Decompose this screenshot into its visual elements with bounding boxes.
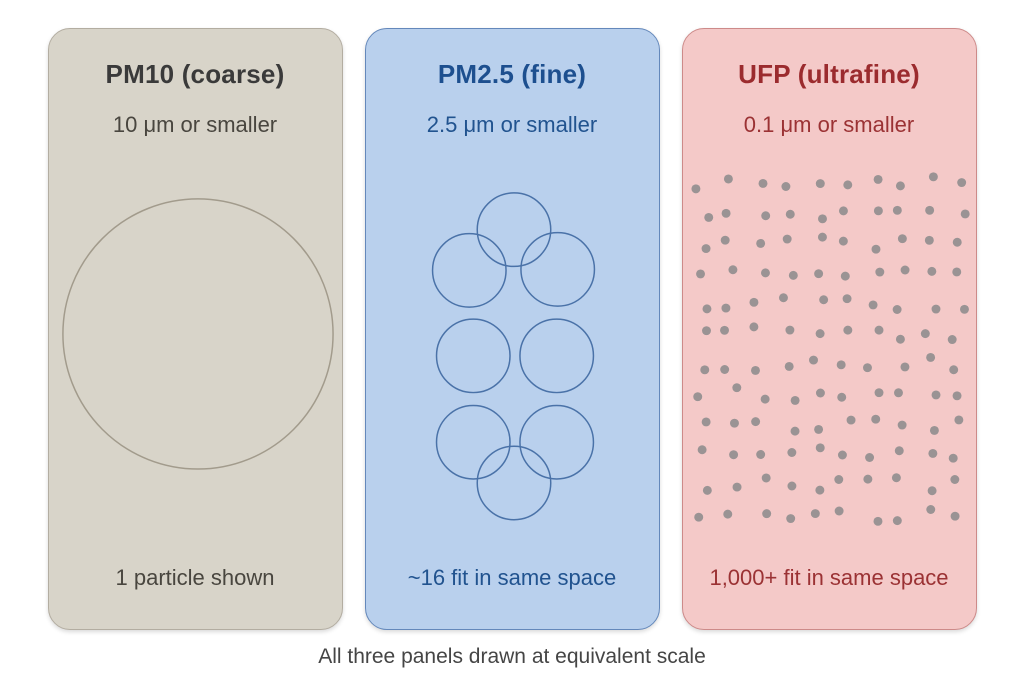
pm25-subtitle: 2.5 μm or smaller [426, 112, 598, 137]
panel-ufp: UFP (ultrafine) 0.1 μm or smaller 1,000+… [681, 28, 977, 630]
pm25-title: PM2.5 (fine) [437, 59, 587, 89]
panel-pm25: PM2.5 (fine) 2.5 μm or smaller ~16 fit i… [364, 28, 660, 630]
ufp-footer: 1,000+ fit in same space [709, 565, 949, 590]
ufp-title: UFP (ultrafine) [738, 59, 920, 89]
panels-row: PM10 (coarse) 10 μm or smaller 1 particl… [47, 28, 977, 630]
pm10-subtitle: 10 μm or smaller [112, 112, 278, 137]
pm25-footer: ~16 fit in same space [407, 565, 617, 590]
ufp-subtitle: 0.1 μm or smaller [743, 112, 915, 137]
pm10-title: PM10 (coarse) [105, 59, 285, 89]
panel-pm10: PM10 (coarse) 10 μm or smaller 1 particl… [47, 28, 343, 630]
pm10-footer: 1 particle shown [115, 565, 275, 590]
scale-caption: All three panels drawn at equivalent sca… [318, 645, 706, 668]
